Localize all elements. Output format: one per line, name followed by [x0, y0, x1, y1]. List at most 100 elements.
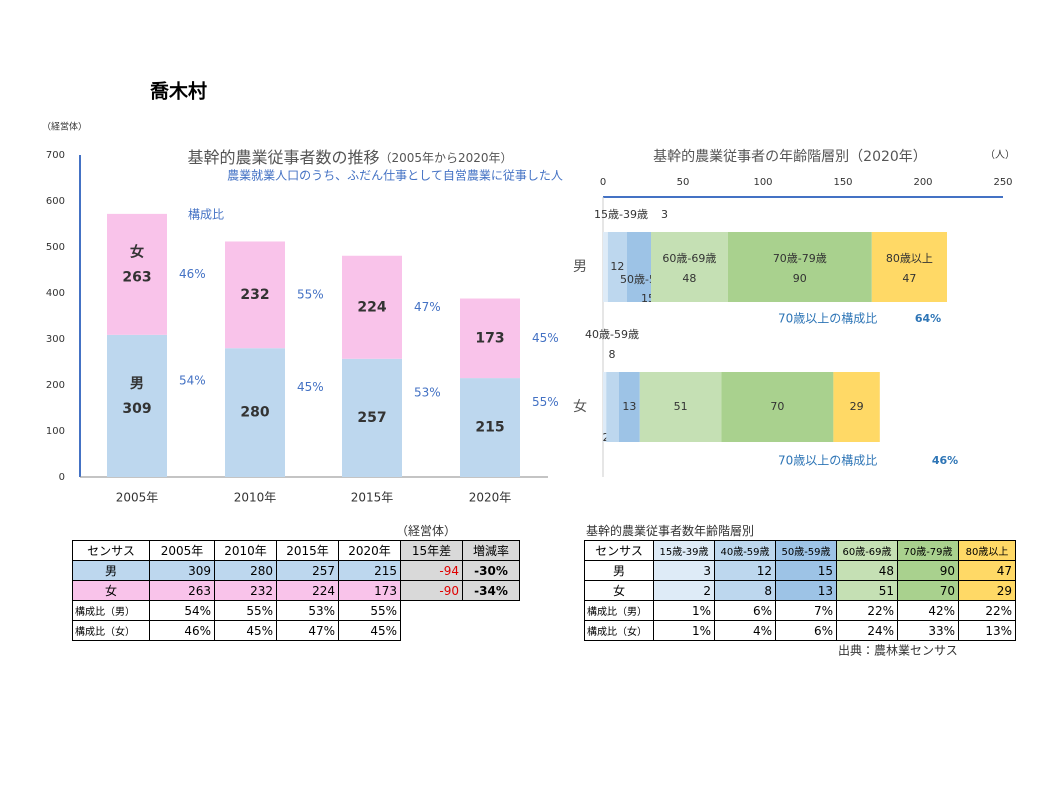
- category-label: 女: [573, 399, 587, 415]
- y-tick-label: 400: [46, 288, 65, 299]
- table-cell: 2015年: [276, 540, 339, 561]
- table-cell: 47%: [276, 620, 339, 641]
- y-tick-label: 200: [46, 380, 65, 391]
- series-label: 60歳-69歳: [662, 252, 716, 265]
- table-cell: 280: [214, 560, 277, 581]
- table-cell: 男: [584, 560, 654, 581]
- table-cell: 4%: [714, 620, 776, 641]
- table-cell: 2020年: [338, 540, 401, 561]
- table-cell: 22%: [836, 600, 898, 621]
- title-period: （2005年から2020年）: [379, 151, 512, 165]
- annotation-label: 70歳以上の構成比: [778, 312, 877, 326]
- table-cell: 3: [653, 560, 715, 581]
- table-cell: -94: [400, 560, 463, 581]
- share-label: 54%: [179, 373, 206, 387]
- value-label: 280: [240, 405, 269, 421]
- bar-segment: [607, 232, 627, 302]
- table-row: 男 3 12 15 48 90 47: [584, 560, 1016, 581]
- empty-cell: [463, 621, 520, 641]
- series-label: 40歳-59歳: [585, 328, 639, 341]
- value-label: 232: [240, 287, 269, 303]
- table-cell: 構成比（女）: [584, 620, 654, 641]
- table-cell: 2005年: [149, 540, 215, 561]
- y-tick-label: 500: [46, 242, 65, 253]
- x-tick-label: 2010年: [234, 491, 277, 505]
- series-label: 70歳-79歳: [773, 252, 827, 265]
- unit-label: （人）: [985, 149, 1015, 161]
- table-cell: 22%: [958, 600, 1016, 621]
- table: センサス 2005年 2010年 2015年 2020年 15年差 増減率男 309 280 25…: [72, 540, 520, 641]
- table-row: 構成比（男） 1% 6% 7% 22% 42% 22%: [584, 600, 1016, 621]
- table-cell: -34%: [462, 580, 520, 601]
- table-cell: 224: [276, 580, 339, 601]
- table-cell: 1%: [653, 600, 715, 621]
- table-cell: 構成比（女）: [72, 620, 150, 641]
- table-row: 構成比（女） 1% 4% 6% 24% 33% 13%: [584, 620, 1016, 641]
- annotation-label: 70歳以上の構成比: [778, 454, 877, 468]
- y-tick-label: 100: [46, 426, 65, 437]
- value-label: 29: [850, 400, 864, 413]
- table-cell: 215: [338, 560, 401, 581]
- x-tick-label: 50: [677, 177, 690, 188]
- x-tick-label: 2020年: [469, 491, 512, 505]
- table-cell: 2: [653, 580, 715, 601]
- share-label: 46%: [179, 267, 206, 281]
- table-cell: 8: [714, 580, 776, 601]
- table-cell: 42%: [897, 600, 959, 621]
- title-main: 基幹的農業従事者数の推移: [187, 148, 379, 167]
- table-cell: 309: [149, 560, 215, 581]
- table-cell: 48: [836, 560, 898, 581]
- table-cell: 29: [958, 580, 1016, 601]
- bar-segment: [225, 241, 285, 349]
- empty-cell: [401, 601, 463, 621]
- table-cell: センサス: [584, 540, 654, 561]
- value-label: 90: [793, 272, 807, 285]
- x-tick-label: 250: [993, 177, 1012, 188]
- table-cell: 232: [214, 580, 277, 601]
- value-label: 8: [609, 348, 616, 361]
- y-axis-label: （経営体）: [42, 121, 87, 133]
- source: 出典：農林業センサス: [838, 644, 958, 658]
- bar-segment: [651, 232, 728, 302]
- table-cell: 2010年: [214, 540, 277, 561]
- bar-segment: [460, 298, 520, 379]
- share-label: 45%: [297, 380, 324, 394]
- table-cell: 1%: [653, 620, 715, 641]
- table-caption: 基幹的農業従事者数年齢階層別: [586, 524, 755, 538]
- table-cell: -30%: [462, 560, 520, 581]
- table-cell: 6%: [775, 620, 837, 641]
- table-cell: 33%: [897, 620, 959, 641]
- value-label: 224: [357, 299, 386, 315]
- table-row: 女 2 8 13 51 70 29: [584, 580, 1016, 601]
- table-cell: 70: [897, 580, 959, 601]
- value-label: 51: [674, 400, 688, 413]
- share-label: 55%: [532, 395, 559, 409]
- series-label: 女: [130, 243, 144, 260]
- table-row: 男 309 280 257 215 -94 -30%: [72, 560, 520, 581]
- share-label: 47%: [414, 300, 441, 314]
- table-cell: 45%: [338, 620, 401, 641]
- table-cell: 46%: [149, 620, 215, 641]
- bar-segment: [721, 372, 834, 442]
- table-cell: 15年差: [400, 540, 463, 561]
- table-row: センサス 15歳-39歳 40歳-59歳 50歳-59歳 60歳-69歳 70歳-79歳 8…: [584, 540, 1016, 561]
- bar-segment: [603, 232, 608, 302]
- table-cell: 50歳-59歳: [775, 540, 837, 561]
- category-label: 男: [573, 259, 587, 275]
- page-title: 喬木村: [150, 80, 207, 103]
- table-cell: 55%: [214, 600, 277, 621]
- y-tick-label: 0: [59, 472, 65, 483]
- table-cell: 13: [775, 580, 837, 601]
- value-label: 47: [902, 272, 916, 285]
- bar-segment: [627, 232, 651, 302]
- table-cell: 60歳-69歳: [836, 540, 898, 561]
- x-tick-label: 200: [913, 177, 932, 188]
- empty-cell: [401, 621, 463, 641]
- table-cell: 女: [72, 580, 150, 601]
- table-cell: 増減率: [462, 540, 520, 561]
- table-cell: 構成比（男）: [72, 600, 150, 621]
- table: センサス 15歳-39歳 40歳-59歳 50歳-59歳 60歳-69歳 70歳-79歳 8…: [584, 540, 1016, 641]
- table-cell: 7%: [775, 600, 837, 621]
- chart-title: 基幹的農業従事者の年齢階層別（2020年）: [653, 148, 927, 165]
